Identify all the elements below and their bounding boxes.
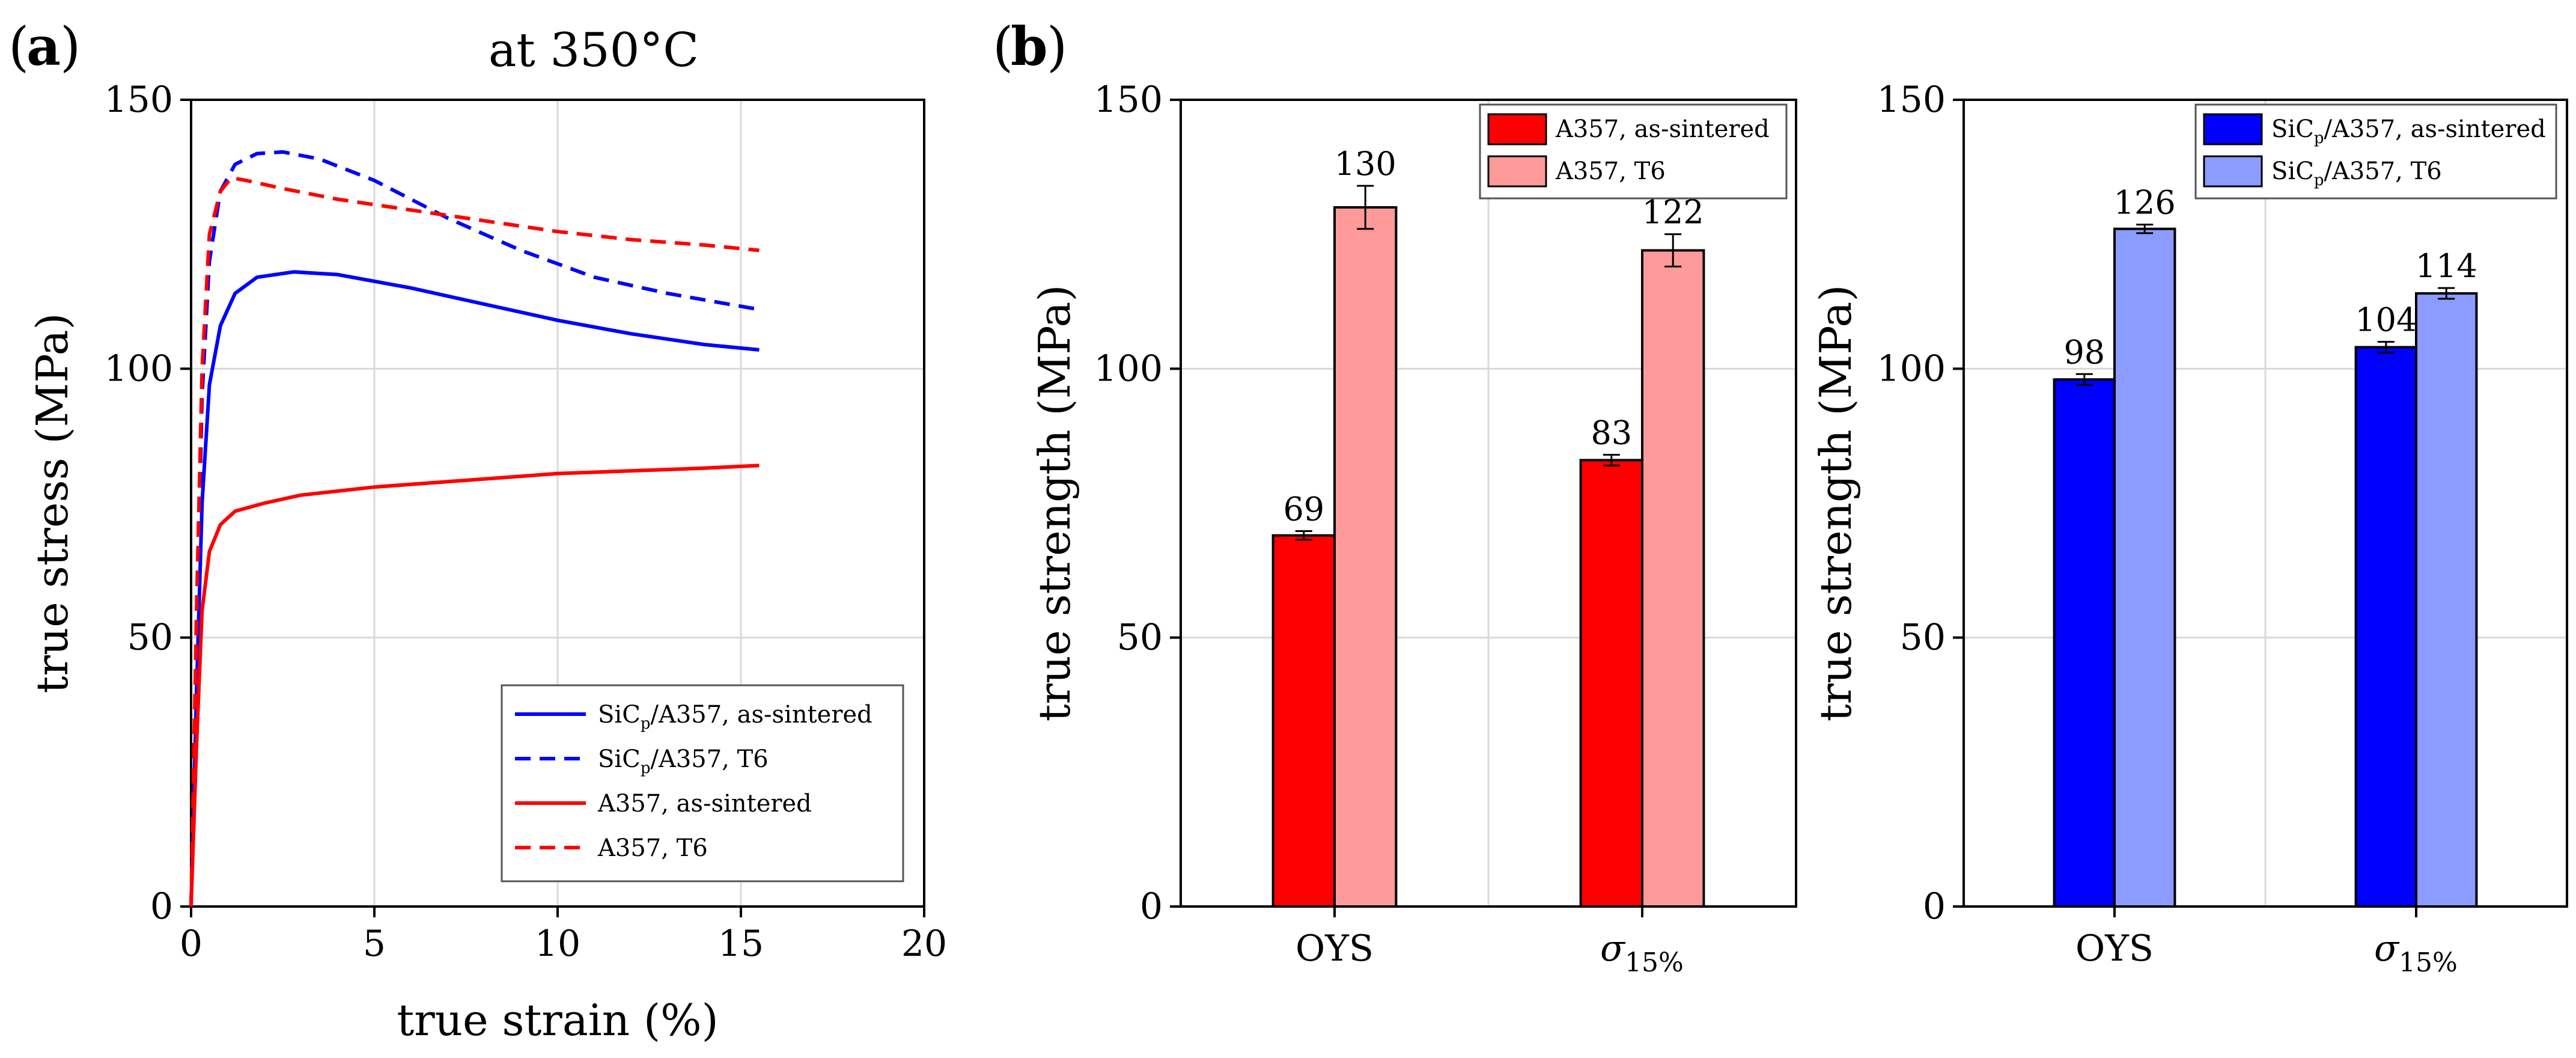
- plot-frame: [1962, 99, 2568, 908]
- legend-swatch: [1487, 113, 1547, 145]
- bar: [2113, 227, 2176, 908]
- x-tick-label: 20: [901, 923, 947, 965]
- legend-label-main: SiC: [598, 701, 641, 729]
- y-tick-label: 0: [150, 885, 173, 928]
- legend-swatch: [2203, 155, 2263, 188]
- panel-a-letter: a: [26, 15, 61, 78]
- legend-label: A357, T6: [597, 834, 708, 862]
- sigma-subscript: 15%: [1625, 947, 1684, 978]
- x-category-label: σ15%: [1600, 928, 1684, 978]
- legend-swatch: [2203, 113, 2263, 145]
- legend-label-rest: /A357, as-sintered: [650, 701, 872, 729]
- chart-b2-sicp-a357-strength: 0 50 100 150 true strength (MPa) 98 104 126 114 O…: [1810, 79, 2568, 978]
- plot-frame: [1180, 99, 1797, 908]
- bar: [2415, 292, 2478, 908]
- legend-label: SiCp/A357, T6: [598, 745, 769, 777]
- bar-value-label: 114: [2416, 247, 2477, 285]
- legend-label: A357, as-sintered: [597, 790, 812, 818]
- panel-label-a: ( a ): [8, 15, 81, 78]
- svg-text:(: (: [993, 16, 1013, 78]
- y-tick-label: 0: [1140, 885, 1163, 928]
- sigma-symbol: σ: [2374, 928, 2400, 970]
- x-tick-label: 15: [718, 923, 764, 965]
- x-tick-label: 0: [180, 923, 202, 965]
- legend-label: SiCp/A357, as-sintered: [2271, 115, 2546, 147]
- bar-value-label: 130: [1335, 145, 1396, 183]
- x-tick-label: 5: [363, 923, 386, 965]
- x-category-label: σ15%: [2374, 928, 2458, 978]
- y-tick-label: 100: [1094, 347, 1163, 390]
- panel-b-letter: b: [1011, 15, 1048, 78]
- plot-frame: [190, 99, 925, 908]
- legend-label-main: SiC: [2271, 115, 2314, 143]
- y-axis-label: true stress (MPa): [27, 313, 78, 694]
- x-category-label: OYS: [2075, 928, 2154, 970]
- y-tick-label: 50: [127, 617, 173, 659]
- legend-label-main: A357, T6: [597, 834, 708, 862]
- svg-text:): ): [1047, 16, 1067, 78]
- x-tick-label: 10: [535, 923, 580, 965]
- sigma-symbol: σ: [1600, 928, 1626, 970]
- legend-label-rest: /A357, T6: [650, 745, 768, 773]
- bar-value-label: 69: [1283, 491, 1324, 528]
- y-tick-label: 150: [1094, 79, 1163, 121]
- legend-label-rest: /A357, as-sintered: [2324, 115, 2545, 143]
- legend-label: SiCp/A357, T6: [2271, 157, 2442, 189]
- y-axis-label: true strength (MPa): [1029, 285, 1080, 722]
- legend-label-subscript: p: [2314, 171, 2324, 189]
- bar: [1641, 249, 1705, 908]
- bar: [2053, 378, 2116, 908]
- y-tick-label: 100: [104, 347, 173, 390]
- bar-value-label: 83: [1591, 414, 1632, 451]
- chart-a-title: at 350°C: [489, 23, 699, 78]
- bar: [1271, 534, 1336, 908]
- y-tick-label: 100: [1877, 347, 1946, 390]
- chart-a-stress-strain: at 350°C 0 5 10 15 20 0 50 100 150 true strain (%)…: [27, 23, 947, 1045]
- legend-swatch: [1487, 155, 1547, 188]
- series-line: [189, 176, 760, 907]
- bar: [1579, 459, 1644, 908]
- y-tick-label: 50: [1900, 617, 1946, 659]
- bar-value-label: 122: [1642, 194, 1704, 231]
- y-tick-label: 150: [104, 79, 173, 121]
- bar-value-label: 126: [2114, 184, 2176, 222]
- legend-label-main: SiC: [598, 745, 641, 773]
- series-line: [189, 270, 760, 907]
- bar: [2354, 346, 2418, 908]
- legend-label-main: A357, T6: [1555, 157, 1666, 185]
- panel-label-b: ( b ): [993, 15, 1067, 78]
- legend-label-main: A357, as-sintered: [1555, 115, 1770, 143]
- legend-label-subscript: p: [641, 759, 651, 777]
- legend-label: A357, as-sintered: [1555, 115, 1770, 143]
- x-category-label: OYS: [1296, 928, 1374, 970]
- legend-label-subscript: p: [2314, 129, 2324, 147]
- sigma-subscript: 15%: [2399, 947, 2458, 978]
- y-tick-label: 0: [1923, 885, 1946, 928]
- svg-text:(: (: [8, 16, 29, 78]
- svg-text:): ): [60, 16, 81, 78]
- x-axis-label: true strain (%): [397, 995, 718, 1045]
- legend-label: A357, T6: [1555, 157, 1666, 185]
- chart-b1-a357-strength: 0 50 100 150 true strength (MPa) 69 83 130 122 OY…: [1029, 79, 1797, 978]
- legend-label-subscript: p: [641, 715, 651, 733]
- bar-value-label: 104: [2355, 301, 2417, 339]
- bar: [1333, 206, 1398, 908]
- legend-label-main: A357, as-sintered: [597, 790, 812, 818]
- y-tick-label: 150: [1877, 79, 1946, 121]
- series-line: [189, 463, 760, 907]
- legend-label: SiCp/A357, as-sintered: [598, 701, 872, 733]
- legend-label-main: SiC: [2271, 157, 2314, 185]
- legend-label-rest: /A357, T6: [2324, 157, 2441, 185]
- y-tick-label: 50: [1117, 617, 1163, 659]
- bar-value-label: 98: [2063, 333, 2105, 371]
- y-axis-label: true strength (MPa): [1810, 285, 1861, 722]
